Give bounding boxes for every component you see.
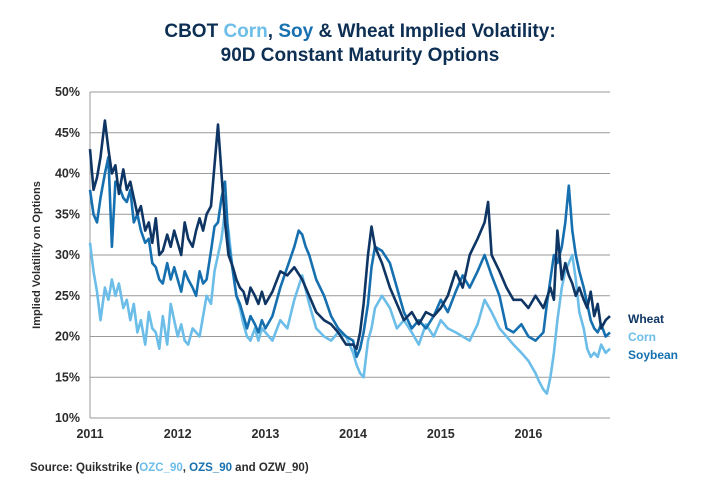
y-tick-label: 25% [55,289,80,303]
source-suffix: and OZW_90) [231,462,309,474]
series-line-soybean [88,155,611,359]
y-tick-label: 15% [55,370,80,384]
x-tick-label: 2012 [164,427,192,441]
x-tick-label: 2015 [427,427,455,441]
y-axis-label: Implied Volatility on Options [31,181,43,329]
series-line-corn [88,208,611,395]
series-lines [88,119,611,395]
y-tick-labels: 10% 15% 20% 25% 30% 35% 40% 45% 50% [55,85,80,425]
y-tick-label: 20% [55,330,80,344]
series-line-wheat [88,119,611,350]
x-tick-label: 2016 [515,427,543,441]
y-tick-label: 10% [55,411,80,425]
legend-item-corn: Corn [628,330,656,344]
source-corn-code: OZC_90 [139,462,183,474]
legend-item-soybean: Soybean [628,348,678,362]
title-soy-word: Soy [278,21,314,42]
chart-title: CBOT Corn, Soy & Wheat Implied Volatilit… [0,20,720,68]
source-sep: , [182,462,190,474]
x-tick-label: 2014 [339,427,367,441]
chart-title-line1: CBOT Corn, Soy & Wheat Implied Volatilit… [0,20,720,44]
legend-item-wheat: Wheat [628,312,664,326]
title-sep: , [267,21,279,42]
title-corn-word: Corn [223,21,268,42]
y-tick-label: 35% [55,207,80,221]
x-tick-labels: 2011 2012 2013 2014 2015 2016 [76,427,542,441]
x-tick-label: 2013 [251,427,279,441]
source-prefix: Source: Quikstrike ( [30,462,140,474]
title-prefix: CBOT [164,21,224,42]
y-tick-label: 45% [55,126,80,140]
source-soy-code: OZS_90 [189,462,232,474]
legend: Wheat Corn Soybean [628,312,678,362]
y-tick-label: 50% [55,85,80,99]
y-tick-label: 30% [55,248,80,262]
axes [89,92,610,419]
source-note: Source: Quikstrike (OZC_90, OZS_90 and O… [30,462,309,474]
y-tick-label: 40% [55,167,80,181]
chart-title-line2: 90D Constant Maturity Options [220,45,500,66]
x-tick-label: 2011 [76,427,103,441]
title-suffix: & Wheat Implied Volatility: [313,21,556,42]
